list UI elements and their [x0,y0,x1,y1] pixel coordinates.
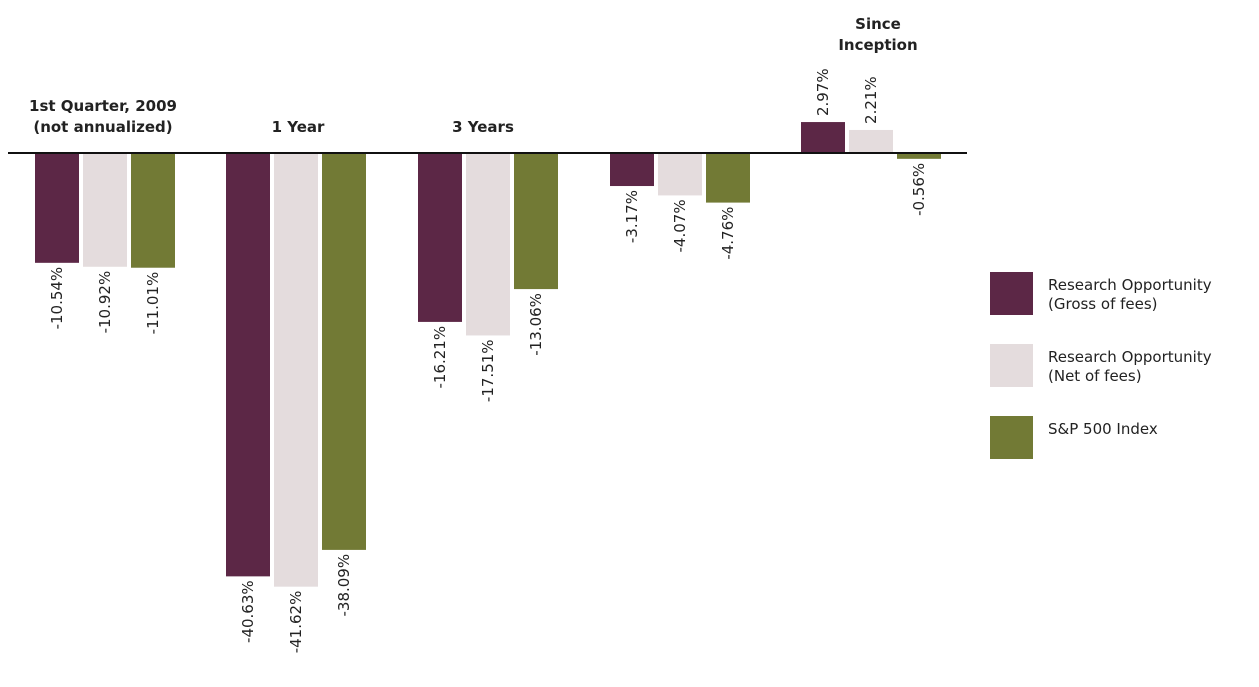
bar [274,153,318,587]
bar [322,153,366,550]
data-label: -13.06% [527,293,545,356]
data-label: 2.97% [814,68,832,116]
bar [706,153,750,203]
data-label: -0.56% [910,163,928,216]
legend-label-sp500: S&P 500 Index [1048,420,1158,438]
data-label: -10.92% [96,271,114,334]
data-label: -41.62% [287,591,305,654]
data-label: 2.21% [862,76,880,124]
bar [897,153,941,159]
data-label: -10.54% [48,267,66,330]
bar [801,122,845,153]
bar [466,153,510,336]
category-label: Since [855,15,901,33]
legend-label-gross: Research Opportunity (Gross of fees) [1048,276,1212,313]
bar [131,153,175,268]
chart-legend: Research Opportunity (Gross of fees) Res… [990,272,1255,488]
data-label: -40.63% [239,580,257,643]
data-label: -3.17% [623,190,641,243]
legend-swatch-sp500 [990,416,1033,459]
data-label: -38.09% [335,554,353,617]
data-label: -16.21% [431,326,449,389]
legend-item-sp500: S&P 500 Index [990,416,1255,488]
data-label: -4.76% [719,207,737,260]
category-label: 1st Quarter, 2009 [29,97,177,115]
legend-item-gross: Research Opportunity (Gross of fees) [990,272,1255,344]
bar [514,153,558,290]
category-label: 1 Year [272,118,325,136]
category-label: (not annualized) [33,118,172,136]
data-label: -17.51% [479,339,497,402]
bar [658,153,702,196]
legend-label-net: Research Opportunity (Net of fees) [1048,348,1212,385]
legend-swatch-gross [990,272,1033,315]
bar [226,153,270,577]
legend-item-net: Research Opportunity (Net of fees) [990,344,1255,416]
data-label: -11.01% [144,272,162,335]
bar [418,153,462,322]
bar [610,153,654,187]
data-label: -4.07% [671,199,689,252]
category-label: Inception [838,36,917,54]
bar [849,129,893,153]
bar [83,153,127,267]
category-label: 3 Years [452,118,514,136]
bar [35,153,79,263]
legend-swatch-net [990,344,1033,387]
